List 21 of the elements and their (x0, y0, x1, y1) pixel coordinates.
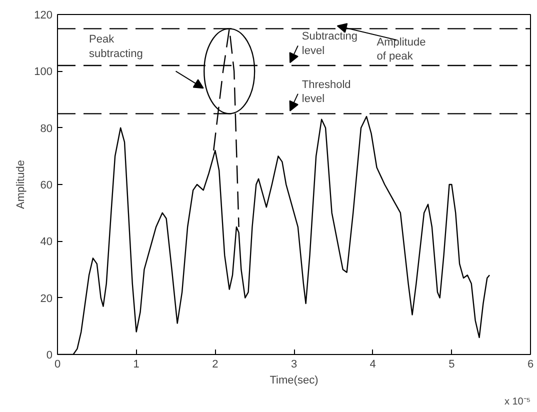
y-tick-label: 0 (46, 350, 53, 362)
x-axis-title: Time(sec) (270, 374, 318, 386)
x-tick-label: 4 (370, 358, 376, 370)
ref-line-label: Amplitude of peak (376, 36, 426, 63)
y-tick-label: 80 (40, 122, 53, 135)
ref-line-label: Threshold level (302, 78, 351, 106)
text: x 10⁻⁵ (504, 396, 530, 408)
x-tick-label: 3 (290, 358, 298, 370)
annotation: Peak subtracting (89, 33, 143, 60)
y-axis-title: Amplitude (15, 160, 28, 209)
y-tick-label: 120 (34, 10, 53, 22)
y-tick-label: 60 (40, 180, 53, 192)
y-tick-label: 40 (40, 236, 53, 248)
x-tick-label: 2 (212, 358, 218, 370)
y-tick-label: 100 (34, 66, 53, 78)
x-tick-label: 5 (448, 358, 455, 370)
x-tick-label: 0 (54, 358, 61, 370)
y-tick-label: 20 (40, 292, 53, 305)
legend-label: Subtracting level (302, 30, 358, 57)
x-tick-label: 1 (133, 358, 140, 370)
x-tick-label: 6 (527, 358, 534, 370)
